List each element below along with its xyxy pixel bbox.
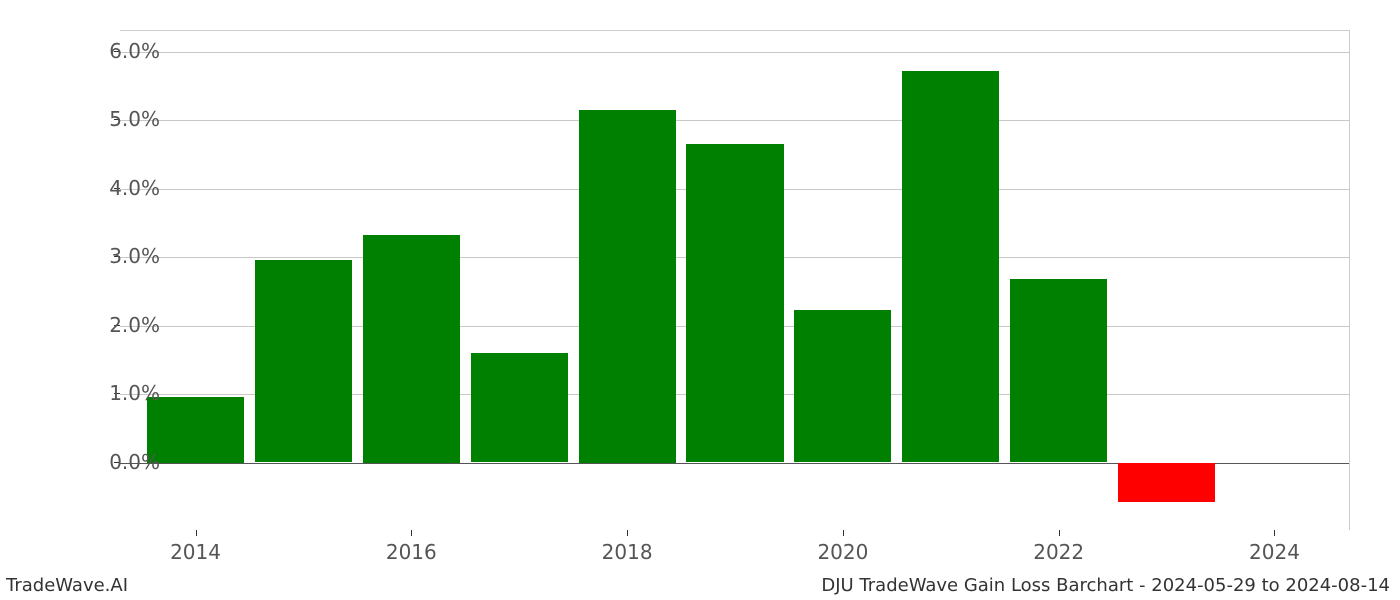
y-tick-label: 2.0% [80, 313, 160, 337]
bar-2020 [794, 310, 891, 462]
chart-plot-area [120, 30, 1350, 530]
plot-area [120, 30, 1350, 530]
gridline [120, 52, 1349, 53]
x-tick-mark [1274, 530, 1275, 536]
bar-2018 [579, 110, 676, 463]
x-tick-mark [196, 530, 197, 536]
x-tick-mark [627, 530, 628, 536]
bar-2019 [686, 144, 783, 462]
bar-2015 [255, 260, 352, 462]
y-tick-label: 0.0% [80, 450, 160, 474]
bar-2017 [471, 353, 568, 463]
y-tick-label: 6.0% [80, 39, 160, 63]
bar-2016 [363, 235, 460, 462]
x-tick-mark [411, 530, 412, 536]
y-tick-label: 1.0% [80, 381, 160, 405]
x-tick-label: 2022 [1033, 540, 1084, 564]
x-tick-label: 2018 [602, 540, 653, 564]
x-tick-mark [1059, 530, 1060, 536]
y-tick-label: 3.0% [80, 244, 160, 268]
y-tick-label: 5.0% [80, 107, 160, 131]
gridline [120, 120, 1349, 121]
footer-right-text: DJU TradeWave Gain Loss Barchart - 2024-… [821, 575, 1390, 596]
footer-left-text: TradeWave.AI [6, 575, 128, 596]
bar-2023 [1118, 463, 1215, 503]
x-tick-label: 2020 [817, 540, 868, 564]
x-tick-label: 2016 [386, 540, 437, 564]
bar-2021 [902, 71, 999, 463]
y-tick-label: 4.0% [80, 176, 160, 200]
bar-2014 [147, 397, 244, 462]
x-tick-label: 2014 [170, 540, 221, 564]
bar-2022 [1010, 279, 1107, 463]
x-tick-mark [843, 530, 844, 536]
x-tick-label: 2024 [1249, 540, 1300, 564]
